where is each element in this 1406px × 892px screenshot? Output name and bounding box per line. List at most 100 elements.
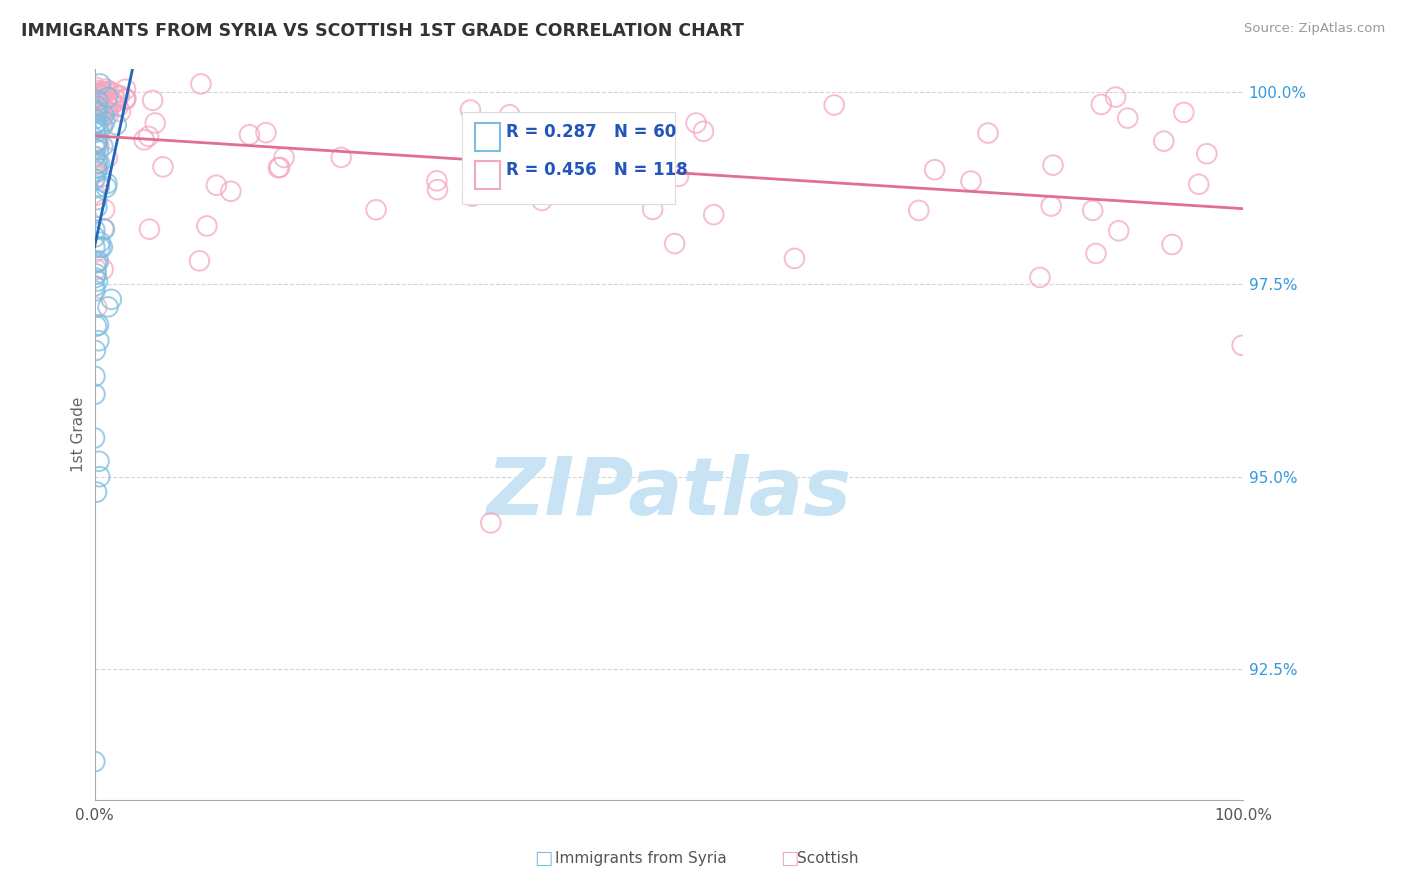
Point: [1173, 105, 1195, 120]
Text: R = 0.456   N = 118: R = 0.456 N = 118: [506, 161, 688, 179]
Text: Scottish: Scottish: [797, 851, 859, 865]
Point: [86, 274, 108, 288]
Point: [84, 104, 107, 119]
Point: [83, 118, 105, 132]
Point: [205, 178, 228, 193]
Point: [1084, 246, 1107, 260]
Point: [83, 431, 105, 445]
Point: [86, 319, 108, 334]
Point: [548, 172, 571, 186]
Point: [84, 142, 107, 156]
Point: [84, 166, 107, 180]
Point: [188, 253, 211, 268]
Point: [87, 255, 110, 269]
Point: [83, 755, 105, 769]
Point: [460, 103, 482, 117]
Point: [94, 82, 117, 96]
Point: [97, 108, 120, 122]
Point: [107, 89, 129, 103]
Point: [89, 104, 111, 119]
Point: [89, 91, 111, 105]
Point: [91, 85, 114, 99]
Point: [692, 124, 714, 138]
Point: [83, 112, 105, 126]
Point: [267, 161, 290, 175]
Point: [84, 126, 107, 140]
Point: [143, 116, 166, 130]
Point: [273, 150, 295, 164]
Point: [84, 80, 107, 95]
Point: [823, 98, 845, 112]
Point: [91, 139, 114, 153]
Point: [461, 189, 484, 203]
Point: [97, 90, 120, 104]
Point: [87, 143, 110, 157]
Point: [924, 162, 946, 177]
Point: [84, 103, 107, 118]
Point: [93, 222, 115, 236]
Point: [84, 83, 107, 97]
Point: [86, 193, 108, 207]
Point: [110, 104, 132, 119]
Point: [641, 202, 664, 217]
Point: [108, 88, 131, 103]
Point: [623, 177, 645, 191]
Point: [86, 164, 108, 178]
Point: [86, 200, 108, 214]
Point: [89, 179, 111, 194]
Point: [89, 156, 111, 170]
Point: [94, 85, 117, 99]
Point: [1188, 178, 1211, 192]
Point: [91, 85, 114, 99]
Point: [96, 180, 118, 194]
Point: [138, 129, 160, 144]
Point: [703, 208, 725, 222]
Point: [91, 88, 114, 103]
Point: [84, 256, 107, 270]
Point: [89, 93, 111, 107]
Point: [1116, 111, 1139, 125]
Point: [1195, 146, 1218, 161]
Point: [83, 171, 105, 186]
Point: [107, 100, 129, 114]
Point: [83, 172, 105, 186]
Point: [87, 137, 110, 152]
Point: [84, 158, 107, 172]
Point: [89, 92, 111, 106]
Point: [96, 103, 118, 118]
FancyBboxPatch shape: [463, 112, 675, 204]
Point: [1040, 199, 1063, 213]
Point: [91, 119, 114, 133]
Point: [86, 99, 108, 113]
Point: [86, 156, 108, 170]
Point: [668, 169, 690, 184]
Point: [530, 194, 553, 208]
Point: [87, 454, 110, 468]
Point: [97, 99, 120, 113]
Point: [330, 150, 353, 164]
Point: [426, 183, 449, 197]
Point: [84, 95, 107, 110]
Point: [977, 126, 1000, 140]
Point: [114, 91, 136, 105]
Point: [93, 87, 115, 101]
Point: [86, 485, 108, 500]
Point: [84, 93, 107, 107]
Point: [1042, 158, 1064, 172]
Point: [86, 161, 108, 175]
Point: [104, 93, 127, 107]
Point: [495, 161, 517, 176]
Point: [219, 184, 242, 198]
Point: [269, 161, 291, 175]
Point: [1029, 270, 1052, 285]
Point: [83, 150, 105, 164]
Point: [142, 93, 165, 107]
Point: [89, 235, 111, 250]
Point: [87, 318, 110, 332]
Point: [86, 136, 108, 151]
Text: R = 0.287   N = 60: R = 0.287 N = 60: [506, 123, 676, 141]
Point: [90, 169, 112, 184]
Point: [90, 99, 112, 113]
Point: [783, 252, 806, 266]
Point: [97, 300, 120, 314]
